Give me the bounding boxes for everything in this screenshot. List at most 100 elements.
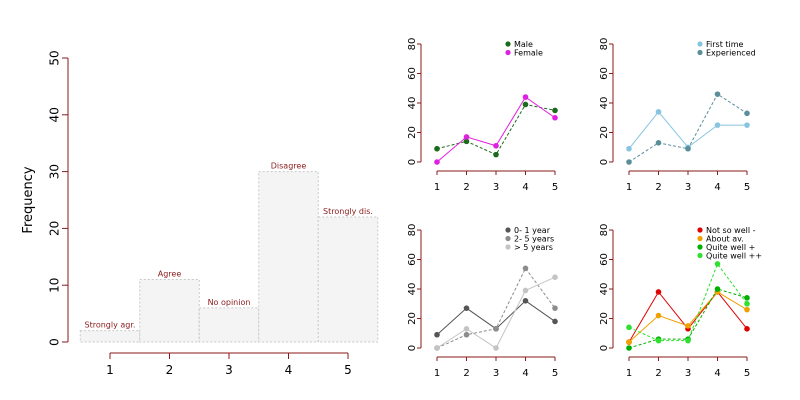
- x-tick-label-3: 3: [493, 182, 499, 193]
- series-1-point-1: [434, 145, 440, 152]
- x-tick-label-4: 4: [522, 368, 528, 379]
- series-1-point-1: [434, 331, 440, 338]
- legend-marker-1: [505, 41, 511, 47]
- legend-label-2: About av.: [706, 235, 744, 244]
- legend-label-3: > 5 years: [514, 243, 553, 252]
- series-4-point-5: [744, 300, 750, 307]
- series-1-point-2: [463, 305, 470, 311]
- series-3-point-1: [434, 345, 440, 351]
- bar-1: [79, 330, 141, 343]
- y-tick-label-60: 60: [599, 67, 610, 80]
- legend-marker-3: [505, 244, 511, 250]
- series-3-point-4: [522, 287, 529, 294]
- x-tick-label-2: 2: [463, 182, 469, 193]
- series-2-point-1: [626, 159, 632, 165]
- x-tick-label-3: 3: [493, 368, 499, 379]
- legend-marker-3: [697, 244, 703, 250]
- series-3-point-1: [626, 345, 632, 351]
- legend-label-1: First time: [706, 40, 744, 49]
- series-3-point-2: [463, 326, 470, 332]
- legend-marker-2: [697, 49, 703, 56]
- y-tick-label-40: 40: [48, 107, 62, 122]
- y-tick-label-80: 80: [407, 38, 418, 51]
- series-2-point-3: [493, 142, 499, 149]
- legend-label-1: Not so well -: [706, 226, 756, 235]
- series-2-point-3: [493, 326, 499, 332]
- series-2-point-2: [463, 331, 470, 338]
- series-2-point-2: [655, 312, 662, 319]
- bar-2: [139, 279, 200, 343]
- bar-3: [198, 307, 260, 343]
- series-3-point-5: [552, 274, 558, 281]
- series-3-point-5: [744, 295, 750, 301]
- y-tick-label-10: 10: [48, 278, 62, 293]
- y-tick-label-20: 20: [48, 221, 62, 236]
- y-tick-label-60: 60: [599, 253, 610, 266]
- y-tick-label-60: 60: [407, 253, 418, 266]
- bar-label-5: Strongly dis.: [323, 207, 373, 216]
- y-tick-label-40: 40: [599, 283, 610, 296]
- series-2-point-1: [434, 159, 440, 165]
- x-tick-label-5: 5: [744, 368, 750, 379]
- legend: Not so well -About av.Quite well +Quite …: [697, 226, 762, 261]
- bar-label-4: Disagree: [271, 162, 307, 171]
- bar-4: [258, 171, 319, 343]
- legend-marker-2: [505, 49, 511, 56]
- series-line-2: [628, 291, 748, 343]
- series-2-point-2: [463, 134, 470, 140]
- bar-label-2: Agree: [158, 270, 182, 279]
- y-tick-label-50: 50: [48, 50, 62, 65]
- series-1-point-4: [522, 298, 529, 304]
- series-2-point-5: [744, 110, 750, 117]
- y-tick-label-80: 80: [599, 38, 610, 51]
- y-tick-label-30: 30: [48, 164, 62, 179]
- y-tick-label-20: 20: [599, 312, 610, 325]
- series-1-point-4: [714, 122, 721, 128]
- legend-marker-1: [697, 41, 703, 47]
- x-tick-label-2: 2: [655, 182, 661, 193]
- series-2-point-4: [522, 94, 529, 100]
- series-4-point-4: [714, 261, 721, 267]
- x-tick-label-5: 5: [744, 182, 750, 193]
- x-tick-label-2: 2: [655, 368, 661, 379]
- series-2-point-1: [626, 339, 632, 345]
- legend-marker-1: [697, 227, 703, 233]
- x-tick-label-4: 4: [714, 368, 720, 379]
- series-line-2: [628, 93, 748, 163]
- y-tick-label-80: 80: [407, 224, 418, 237]
- x-tick-label-2: 2: [166, 363, 174, 377]
- series-4-point-2: [655, 337, 662, 344]
- x-tick-label-2: 2: [463, 368, 469, 379]
- series-1-point-5: [744, 122, 750, 128]
- x-tick-label-1: 1: [626, 182, 632, 193]
- x-tick-label-3: 3: [225, 363, 233, 377]
- legend-marker-2: [505, 235, 511, 242]
- y-tick-label-20: 20: [599, 126, 610, 139]
- y-tick-label-60: 60: [407, 67, 418, 80]
- series-2-point-5: [744, 306, 750, 313]
- x-tick-label-3: 3: [685, 182, 691, 193]
- x-tick-label-4: 4: [714, 182, 720, 193]
- series-1-point-5: [744, 326, 750, 332]
- x-tick-label-1: 1: [434, 368, 440, 379]
- series-3-point-3: [493, 345, 499, 351]
- series-2-point-4: [714, 91, 721, 97]
- series-2-point-4: [522, 265, 529, 272]
- series-1-point-5: [552, 107, 558, 114]
- y-tick-label-0: 0: [407, 345, 418, 351]
- legend-label-3: Quite well +: [706, 243, 755, 252]
- x-tick-label-5: 5: [344, 363, 352, 377]
- x-tick-label-1: 1: [106, 363, 114, 377]
- y-tick-label-20: 20: [407, 312, 418, 325]
- y-tick-label-80: 80: [599, 224, 610, 237]
- legend-label-2: 2- 5 years: [514, 235, 554, 244]
